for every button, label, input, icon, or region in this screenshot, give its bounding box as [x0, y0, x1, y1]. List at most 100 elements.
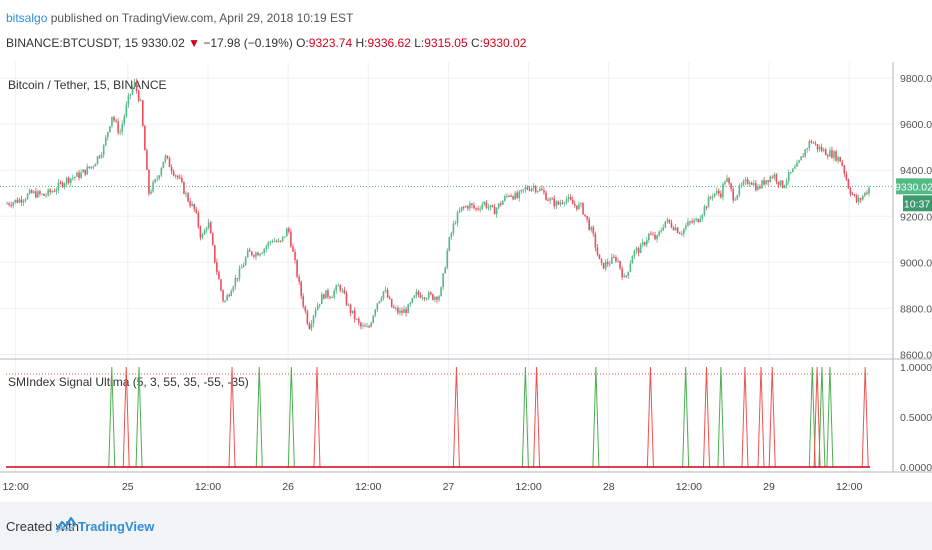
- candle-body: [67, 177, 70, 183]
- candle-body: [395, 307, 397, 309]
- candle-body: [135, 81, 138, 91]
- symbol-label: BINANCE:BTCUSDT, 15: [6, 36, 139, 50]
- chart-svg[interactable]: Bitcoin / Tether, 15, BINANCE SMIndex Si…: [0, 62, 932, 502]
- candle-body: [582, 203, 584, 215]
- open-label: O:: [296, 36, 309, 50]
- candle-body: [479, 208, 481, 210]
- candle-body: [205, 227, 208, 230]
- author-link[interactable]: bitsalgo: [6, 11, 48, 25]
- candle-body: [629, 263, 632, 272]
- candle-body: [310, 323, 313, 329]
- time-tick-label: 28: [603, 481, 615, 493]
- candle-body: [442, 273, 444, 288]
- candle-body: [643, 242, 646, 245]
- candle-body: [705, 206, 708, 208]
- candle-body: [617, 260, 619, 262]
- candle-body: [183, 182, 185, 194]
- candle-body: [214, 245, 216, 263]
- candle-body: [676, 227, 679, 233]
- candle-body: [689, 221, 691, 223]
- candle-body: [464, 206, 467, 208]
- candle-body: [232, 286, 235, 292]
- signal-spike: [228, 366, 236, 468]
- candle-body: [563, 202, 566, 204]
- candle-body: [469, 203, 471, 209]
- candle-body: [76, 172, 78, 177]
- candle-body: [621, 268, 623, 278]
- candle-body: [709, 197, 712, 199]
- candle-body: [456, 212, 459, 224]
- candle-body: [701, 214, 704, 219]
- candle-body: [666, 219, 669, 222]
- candle-body: [831, 150, 833, 158]
- candle-body: [514, 192, 516, 200]
- indicator-tick-label: 1.0000: [900, 362, 932, 374]
- candle-body: [18, 199, 21, 203]
- price-tick-label: 9000.00: [900, 257, 932, 269]
- candle-body: [487, 207, 490, 209]
- candle-body: [740, 184, 743, 186]
- candle-body: [294, 251, 296, 261]
- candle-body: [45, 195, 47, 197]
- time-tick-label: 12:00: [195, 481, 221, 493]
- published-text: published on TradingView.com, April 29, …: [50, 11, 354, 25]
- candle-body: [304, 306, 307, 312]
- signal-spike: [818, 366, 826, 468]
- candle-body: [172, 171, 175, 176]
- candle-body: [193, 204, 196, 210]
- candle-body: [471, 203, 473, 206]
- candle-body: [592, 227, 595, 234]
- candle-body: [510, 195, 512, 197]
- candle-body: [74, 176, 76, 178]
- candle-body: [771, 176, 774, 178]
- signal-spike: [255, 366, 263, 468]
- candle-body: [63, 183, 66, 187]
- candle-body: [290, 231, 292, 247]
- candle-body: [757, 186, 759, 191]
- candle-body: [602, 262, 605, 269]
- candle-body: [137, 90, 140, 101]
- candle-body: [818, 147, 821, 150]
- candle-body: [195, 209, 198, 213]
- candle-body: [683, 228, 685, 234]
- candle-body: [868, 187, 870, 194]
- candle-body: [343, 290, 346, 294]
- candle-body: [407, 304, 409, 313]
- candle-body: [761, 180, 763, 189]
- signal-spike: [452, 366, 460, 468]
- candle-body: [827, 155, 829, 157]
- candle-body: [259, 253, 261, 256]
- candle-body: [6, 203, 8, 205]
- candle-body: [90, 166, 93, 168]
- candle-body: [271, 241, 274, 243]
- candle-body: [399, 310, 401, 313]
- candle-body: [713, 193, 716, 197]
- candle-body: [411, 298, 414, 303]
- candle-body: [401, 310, 403, 313]
- candle-body: [70, 178, 72, 183]
- candle-body: [279, 240, 282, 242]
- tradingview-link[interactable]: TradingView: [78, 519, 155, 534]
- candle-body: [199, 226, 202, 238]
- indicator-axis: 1.0000 0.5000 0.0000: [900, 362, 932, 474]
- candle-body: [806, 148, 809, 150]
- candle-body: [320, 294, 323, 304]
- candle-body: [767, 180, 769, 182]
- candle-body: [364, 325, 366, 327]
- candle-body: [541, 188, 543, 191]
- candle-body: [158, 175, 161, 179]
- candle-body: [55, 189, 58, 192]
- candle-body: [374, 309, 377, 316]
- candle-body: [578, 204, 580, 210]
- candle-body: [32, 191, 35, 193]
- candle-body: [397, 307, 399, 313]
- candle-body: [829, 150, 831, 157]
- last-price-tag: 9330.02: [895, 181, 932, 193]
- candle-body: [837, 157, 839, 161]
- candle-body: [576, 205, 578, 210]
- chart-area[interactable]: Bitcoin / Tether, 15, BINANCE SMIndex Si…: [0, 62, 932, 502]
- candle-body: [51, 191, 54, 193]
- candle-body: [816, 144, 819, 150]
- candle-body: [43, 193, 45, 196]
- candle-body: [777, 181, 780, 185]
